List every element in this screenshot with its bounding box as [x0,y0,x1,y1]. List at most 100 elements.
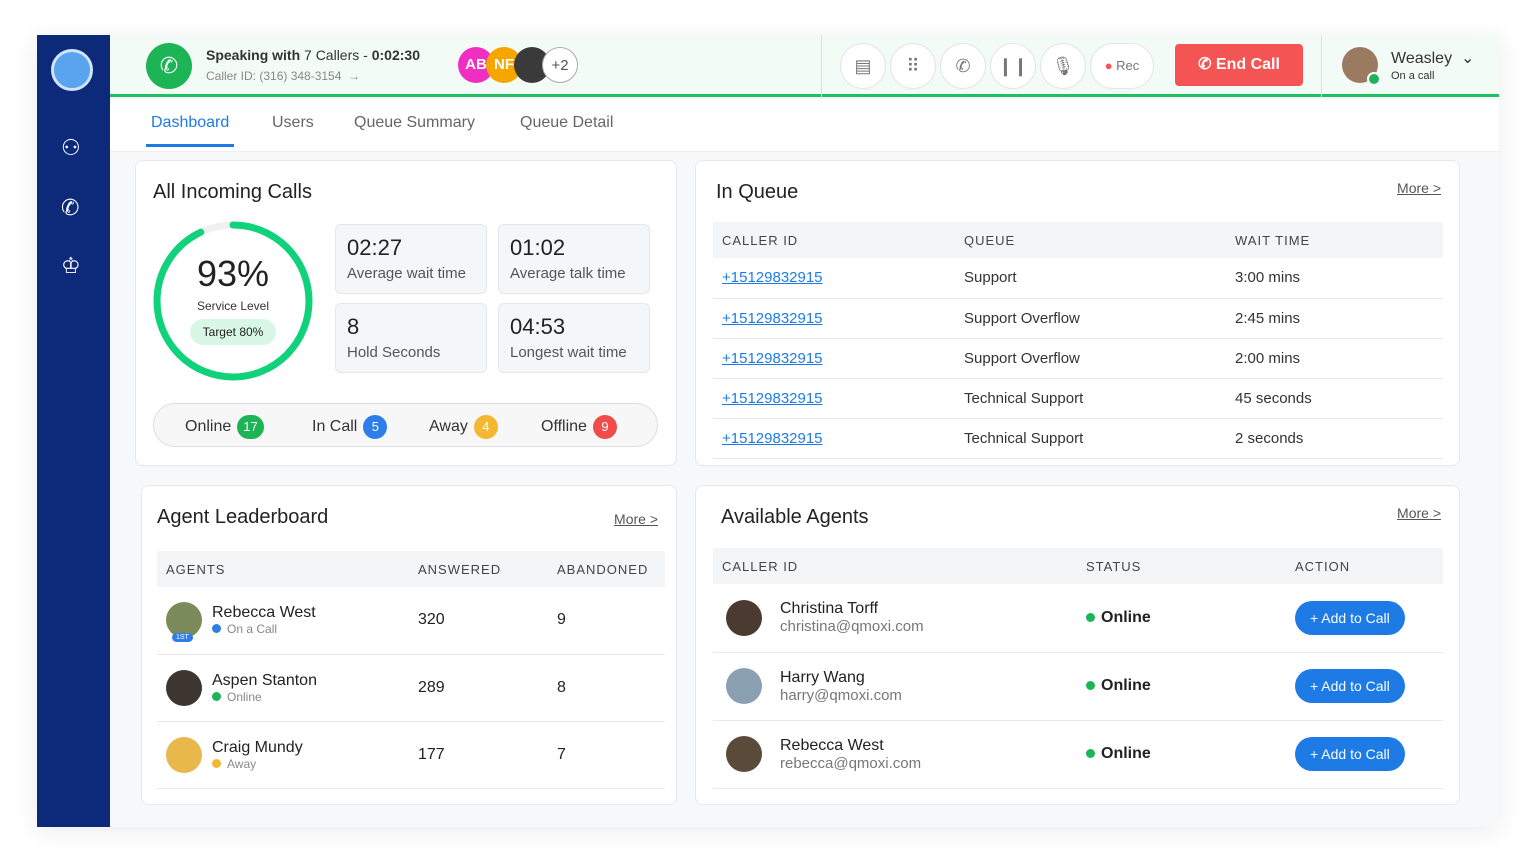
status-away[interactable]: Away 4 [429,415,498,439]
add-to-call-button[interactable]: + Add to Call [1295,600,1405,635]
service-level-gauge [153,221,313,381]
wait-time: 45 seconds [1226,378,1443,419]
agent-email: christina@qmoxi.com [780,618,924,636]
divider [821,35,822,97]
avatar [726,668,762,704]
status-dot [1086,749,1095,758]
table-row: Rebecca West rebecca@qmoxi.com Online + Add… [713,720,1443,789]
add-call-icon[interactable]: ✆ [940,43,986,89]
abandoned: 9 [548,587,665,655]
mic-icon[interactable]: 🎙 [1040,43,1086,89]
table-row: 1ST Rebecca West On a Call 320 9 [157,587,665,655]
stat-tile: 04:53 Longest wait time [498,303,650,373]
queue-name: Technical Support [955,418,1226,459]
table-row: +15129832915 Support Overflow 2:45 mins [713,298,1443,339]
crown-icon[interactable]: ♔ [61,253,81,278]
wait-time: 3:00 mins [1226,258,1443,299]
caller-link[interactable]: +15129832915 [722,269,823,287]
in-queue-card: In Queue More > CALLER ID QUEUE WAIT TIME … [695,160,1460,466]
status-dot [1086,681,1095,690]
target-badge: Target 80% [190,319,276,345]
answered: 177 [409,721,548,789]
avatar: 1ST [166,602,202,643]
tab-dashboard[interactable]: Dashboard [146,114,235,147]
agent-name: Rebecca West [780,736,884,754]
status-dot [212,624,221,634]
caller-link[interactable]: +15129832915 [722,389,823,407]
leaderboard-card: Agent Leaderboard More > AGENTS ANSWERED A… [141,485,677,805]
tab-users[interactable]: Users [272,114,314,131]
card-title: All Incoming Calls [153,181,312,203]
more-callers[interactable]: +2 [542,47,578,83]
add-to-call-button[interactable]: + Add to Call [1295,669,1405,703]
agent-status: Online [1101,677,1151,694]
status-in-call[interactable]: In Call 5 [312,415,388,439]
tab-queue-summary[interactable]: Queue Summary [354,114,475,131]
document-icon[interactable]: ▤ [840,43,886,89]
avatar [166,669,202,706]
record-button[interactable]: ● Rec [1090,43,1154,89]
caller-link[interactable]: +15129832915 [722,429,823,447]
abandoned: 7 [548,721,665,789]
tab-bar: Dashboard Users Queue Summary Queue Deta… [110,100,1499,152]
more-link[interactable]: More > [1397,180,1441,196]
stat-tile: 8 Hold Seconds [335,303,487,373]
calls-icon[interactable]: ✆ [61,195,80,220]
caller-id[interactable]: Caller ID: (316) 348-3154 → [206,69,361,83]
agent-status: Online [1101,608,1151,626]
add-to-call-button[interactable]: + Add to Call [1295,737,1405,771]
card-title: Available Agents [721,506,869,528]
agent-name: Rebecca West [212,604,316,622]
status-offline[interactable]: Offline 9 [541,415,617,439]
answered: 320 [409,587,548,655]
tab-queue-detail[interactable]: Queue Detail [520,114,614,131]
queue-table: CALLER ID QUEUE WAIT TIME +15129832915 Supp… [713,222,1443,459]
app-window: ⚇ ✆ ♔ ✆ Speaking with 7 Callers - 0:02:3… [37,35,1499,827]
caller-avatar[interactable]: NF [486,47,522,83]
user-status: On a call [1391,70,1435,82]
dialpad-icon[interactable]: ⠿ [890,43,936,89]
wait-time: 2 seconds [1226,418,1443,459]
user-avatar[interactable] [1342,47,1381,86]
available-agents-card: Available Agents More > CALLER ID STATUS A… [695,485,1460,805]
service-level-label: Service Level [196,299,270,313]
stat-tile: 02:27 Average wait time [335,224,487,294]
end-call-button[interactable]: ✆ End Call [1175,44,1303,86]
abandoned: 8 [548,654,665,722]
table-row: Christina Torff christina@qmoxi.com Online… [713,584,1443,653]
agent-name: Harry Wang [780,668,865,686]
dashboard-icon[interactable]: ⚇ [61,135,81,160]
divider [1321,35,1322,97]
more-link[interactable]: More > [1397,505,1441,521]
status-dot [212,691,221,701]
queue-name: Support [955,258,1226,299]
table-row: +15129832915 Technical Support 2 seconds [713,418,1443,459]
table-row: Aspen Stanton Online 289 8 [157,654,665,722]
card-title: Agent Leaderboard [157,506,329,528]
answered: 289 [409,654,548,722]
agent-status: Online [227,689,262,704]
table-row: Harry Wang harry@qmoxi.com Online + Add to … [713,652,1443,721]
agent-name: Aspen Stanton [212,671,317,689]
caller-link[interactable]: +15129832915 [722,309,823,327]
user-menu[interactable]: Weasley ⌄ [1391,50,1475,67]
service-level-value: 93% [196,253,270,294]
status-online[interactable]: Online 17 [185,415,264,439]
queue-name: Support Overflow [955,298,1226,339]
agent-status-summary: Online 17 In Call 5 Away 4 Offline 9 [153,403,658,447]
queue-name: Support Overflow [955,338,1226,379]
call-status: Speaking with 7 Callers - 0:02:30 [206,47,420,63]
call-bar: ✆ Speaking with 7 Callers - 0:02:30 Call… [110,35,1499,97]
stat-tile: 01:02 Average talk time [498,224,650,294]
more-link[interactable]: More > [614,511,658,527]
table-row: +15129832915 Support Overflow 2:00 mins [713,338,1443,379]
agent-name: Christina Torff [780,600,879,618]
agent-status: Away [227,756,257,771]
table-row: Craig Mundy Away 177 7 [157,721,665,789]
agent-status: Online [1101,745,1151,762]
wait-time: 2:00 mins [1226,338,1443,379]
pause-icon[interactable]: ❙❙ [990,43,1036,89]
status-dot [1086,612,1095,622]
avatar [726,599,762,636]
caller-link[interactable]: +15129832915 [722,349,823,367]
